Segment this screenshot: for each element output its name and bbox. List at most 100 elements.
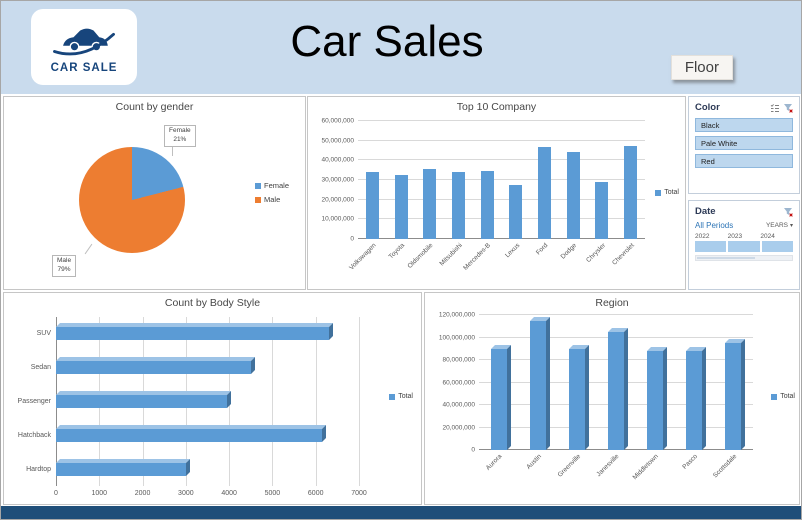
- x-label-middletown: Middletown: [631, 453, 661, 482]
- gridline: [315, 317, 317, 486]
- legend: Total: [771, 393, 795, 400]
- y-tick-label: 30,000,000: [321, 176, 354, 184]
- legend-item-male: Male: [254, 195, 281, 204]
- bar-volkswagen: [365, 172, 379, 239]
- color-slicer: Color Black Pale White Red: [688, 96, 800, 194]
- legend-label: Total: [664, 189, 679, 196]
- page-title: Car Sales: [290, 17, 484, 66]
- bar-greenville: [568, 348, 585, 450]
- plot-area: [56, 317, 360, 486]
- chart-title: Region: [595, 297, 629, 309]
- pie-callout-female: Female 21%: [164, 125, 196, 147]
- bar-middletown: [647, 351, 664, 450]
- timeline-year-2024: 2024: [760, 233, 775, 240]
- slicer-item-pale-white[interactable]: Pale White: [695, 136, 793, 150]
- gridline: [358, 198, 645, 200]
- bar-chrysler: [595, 181, 609, 239]
- clear-filter-icon[interactable]: [783, 207, 793, 217]
- slicer-item-black[interactable]: Black: [695, 118, 793, 132]
- callout-name: Male: [57, 257, 72, 264]
- chart-title: Count by Body Style: [164, 297, 261, 309]
- count-by-gender-panel: Count by gender Female 21% Male 79% Fema…: [3, 96, 306, 290]
- x-label-austin: Austin: [524, 453, 543, 471]
- gridline: [359, 317, 360, 486]
- header-band: CAR SALE Car Sales Floor: [1, 1, 801, 94]
- legend-swatch: [389, 393, 396, 400]
- gridline: [358, 218, 645, 220]
- category-label-hatchback: Hatchback: [17, 431, 51, 439]
- y-tick-label: 50,000,000: [321, 137, 354, 145]
- timeline-years: 2022 2023 2024: [695, 233, 793, 240]
- timeline-segment-2022[interactable]: [695, 241, 727, 252]
- y-tick-label: 10,000,000: [321, 215, 354, 223]
- legend-swatch: [655, 189, 662, 196]
- bar-toyota: [394, 175, 408, 239]
- granularity-label: YEARS: [765, 222, 788, 229]
- bars: [479, 315, 753, 450]
- legend: Female Male: [254, 181, 289, 204]
- category-label-sedan: Sedan: [30, 364, 51, 372]
- x-label-ford: Ford: [535, 242, 550, 257]
- gridline: [358, 179, 645, 180]
- timeline-segment-2023[interactable]: [728, 241, 760, 252]
- bar-lexus: [509, 184, 523, 239]
- timeline-scroll-handle[interactable]: [697, 257, 755, 259]
- pie-callout-male: Male 79%: [52, 255, 77, 277]
- slicer-header: Color: [695, 101, 793, 114]
- region-bar-chart: 0 20,000,000 40,000,000 60,000,000 80,000,00…: [429, 312, 753, 502]
- slicer-item-red[interactable]: Red: [695, 154, 793, 168]
- bar-passenger: [56, 394, 227, 408]
- x-label-lexus: Lexus: [503, 242, 521, 260]
- category-label-suv: SUV: [36, 330, 51, 338]
- plot-area: [479, 314, 753, 450]
- bar-chevrolet: [624, 145, 638, 239]
- legend-label: Male: [263, 195, 281, 204]
- timeline-segment-2024[interactable]: [761, 241, 793, 252]
- gridline: [479, 314, 753, 315]
- bar-mercedes-b: [480, 171, 494, 239]
- car-icon: [53, 28, 115, 55]
- x-label-pasco: Pasco: [681, 453, 700, 471]
- chevron-down-icon: ▾: [789, 223, 793, 229]
- logo-text: CAR SALE: [50, 61, 118, 74]
- slicer-header: Date: [695, 205, 793, 218]
- x-axis-labels: Aurora Austin Greenville Janesville Middleto…: [479, 450, 753, 502]
- bars: [56, 317, 359, 486]
- multi-select-icon[interactable]: [770, 103, 780, 113]
- callout-value: 79%: [57, 265, 71, 273]
- x-tick-label: 5000: [264, 490, 281, 497]
- gridline: [358, 238, 645, 239]
- legend-label: Total: [780, 393, 795, 400]
- chart-title: Top 10 Company: [456, 101, 537, 113]
- legend: Total: [655, 189, 679, 196]
- y-tick-label: 60,000,000: [321, 117, 354, 125]
- x-tick-label: 4000: [221, 490, 237, 497]
- clear-filter-icon[interactable]: [783, 103, 793, 113]
- bar-pasco: [686, 351, 703, 450]
- legend-label: Total: [398, 393, 413, 400]
- legend-label: Female: [263, 181, 289, 190]
- timeline-period-label: All Periods: [695, 221, 734, 230]
- bar-suv: [56, 327, 329, 341]
- bar-aurora: [490, 348, 507, 450]
- y-tick-label: 0: [471, 446, 475, 454]
- timeline-selection-bar[interactable]: [695, 241, 793, 252]
- timeline-granularity-dropdown[interactable]: YEARS ▾: [766, 222, 793, 229]
- x-tick-label: 2000: [134, 490, 151, 497]
- timeline-year-2022: 2022: [695, 233, 710, 240]
- region-panel: Region 0 20,000,000 40,000,000 60,000,000 80…: [424, 292, 800, 505]
- slicer-title: Color: [695, 102, 720, 113]
- x-label-greenville: Greenville: [556, 453, 582, 479]
- car-sale-logo: CAR SALE: [31, 9, 137, 85]
- floor-button[interactable]: Floor: [670, 55, 733, 80]
- gridline: [272, 317, 274, 486]
- category-axis: SUV Sedan Passenger Hatchback Hardtop: [8, 317, 56, 486]
- timeline-scrollbar[interactable]: [695, 255, 793, 261]
- bar-scottsdale: [725, 343, 742, 450]
- y-tick-label: 40,000,000: [321, 156, 354, 164]
- bar-oldsmobile: [423, 169, 437, 239]
- count-by-body-style-panel: Count by Body Style SUV Sedan Passenger Hat…: [3, 292, 422, 505]
- y-tick-label: 60,000,000: [442, 379, 475, 386]
- x-label-toyota: Toyota: [387, 242, 407, 261]
- category-label-passenger: Passenger: [17, 397, 51, 405]
